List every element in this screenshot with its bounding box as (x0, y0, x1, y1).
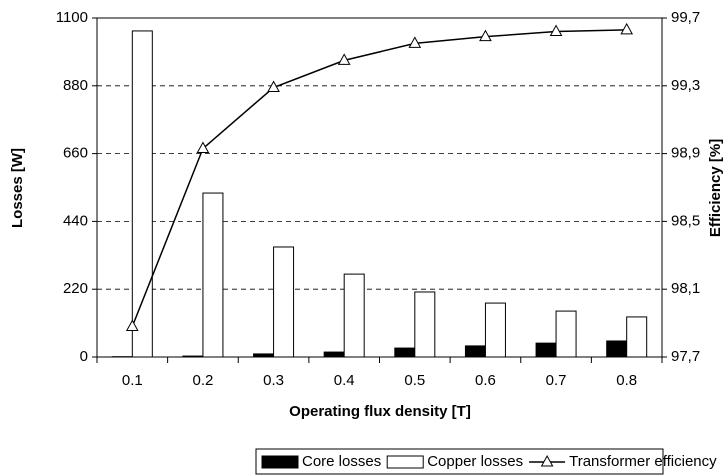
y2-tick-label: 98,9 (671, 145, 700, 162)
x-tick-label: 0.6 (475, 372, 496, 389)
x-tick-label: 0.8 (616, 372, 637, 389)
marker (408, 36, 422, 48)
y2-tick-label: 98,1 (671, 280, 700, 297)
bar (555, 310, 577, 358)
legend-swatch (386, 455, 424, 469)
y-tick-label: 0 (80, 348, 88, 365)
plot-frame (96, 17, 663, 358)
y2-axis-title: Efficiency [%] (707, 139, 724, 237)
y2-tick-label: 97,7 (671, 348, 700, 365)
bar (535, 342, 557, 358)
y-tick-label: 1100 (56, 9, 88, 26)
y-tick-label: 660 (63, 145, 88, 162)
bar (273, 246, 295, 358)
y-axis-title: Losses [W] (9, 148, 26, 228)
bar (414, 291, 436, 358)
line (131, 29, 627, 327)
bar (464, 345, 486, 358)
y2-tick-label: 98,5 (671, 212, 700, 229)
y-tick-label: 880 (63, 77, 88, 94)
y-tick-label: 220 (63, 280, 88, 297)
x-tick-label: 0.5 (404, 372, 425, 389)
marker (196, 141, 210, 154)
x-tick-label: 0.7 (546, 372, 567, 389)
x-tick-label: 0.3 (263, 372, 284, 389)
legend-box (255, 448, 664, 475)
x-tick-label: 0.4 (334, 372, 355, 389)
marker (267, 80, 280, 92)
legend-marker (540, 454, 554, 467)
bar (202, 192, 224, 358)
bar (394, 347, 416, 358)
marker (620, 22, 634, 35)
x-tick-label: 0.2 (193, 372, 214, 389)
x-axis-title: Operating flux density [T] (289, 403, 471, 420)
bar (484, 302, 506, 358)
marker (479, 29, 492, 42)
legend-label: Core losses (302, 453, 381, 470)
marker (337, 53, 351, 65)
y2-tick-label: 99,7 (671, 9, 700, 26)
marker (549, 24, 563, 37)
y2-tick-label: 99,3 (671, 77, 700, 94)
marker (125, 319, 139, 331)
x-tick-label: 0.1 (122, 372, 143, 389)
legend-swatch (261, 455, 299, 469)
bar (323, 351, 345, 358)
bar (626, 316, 648, 358)
bar (131, 30, 153, 358)
bar (182, 355, 204, 358)
y-tick-label: 440 (63, 212, 88, 229)
bar (343, 273, 365, 358)
legend-label: Copper losses (427, 453, 523, 470)
legend-label: Transformer efficiency (569, 453, 717, 470)
bar (253, 353, 275, 358)
bar (606, 340, 628, 358)
